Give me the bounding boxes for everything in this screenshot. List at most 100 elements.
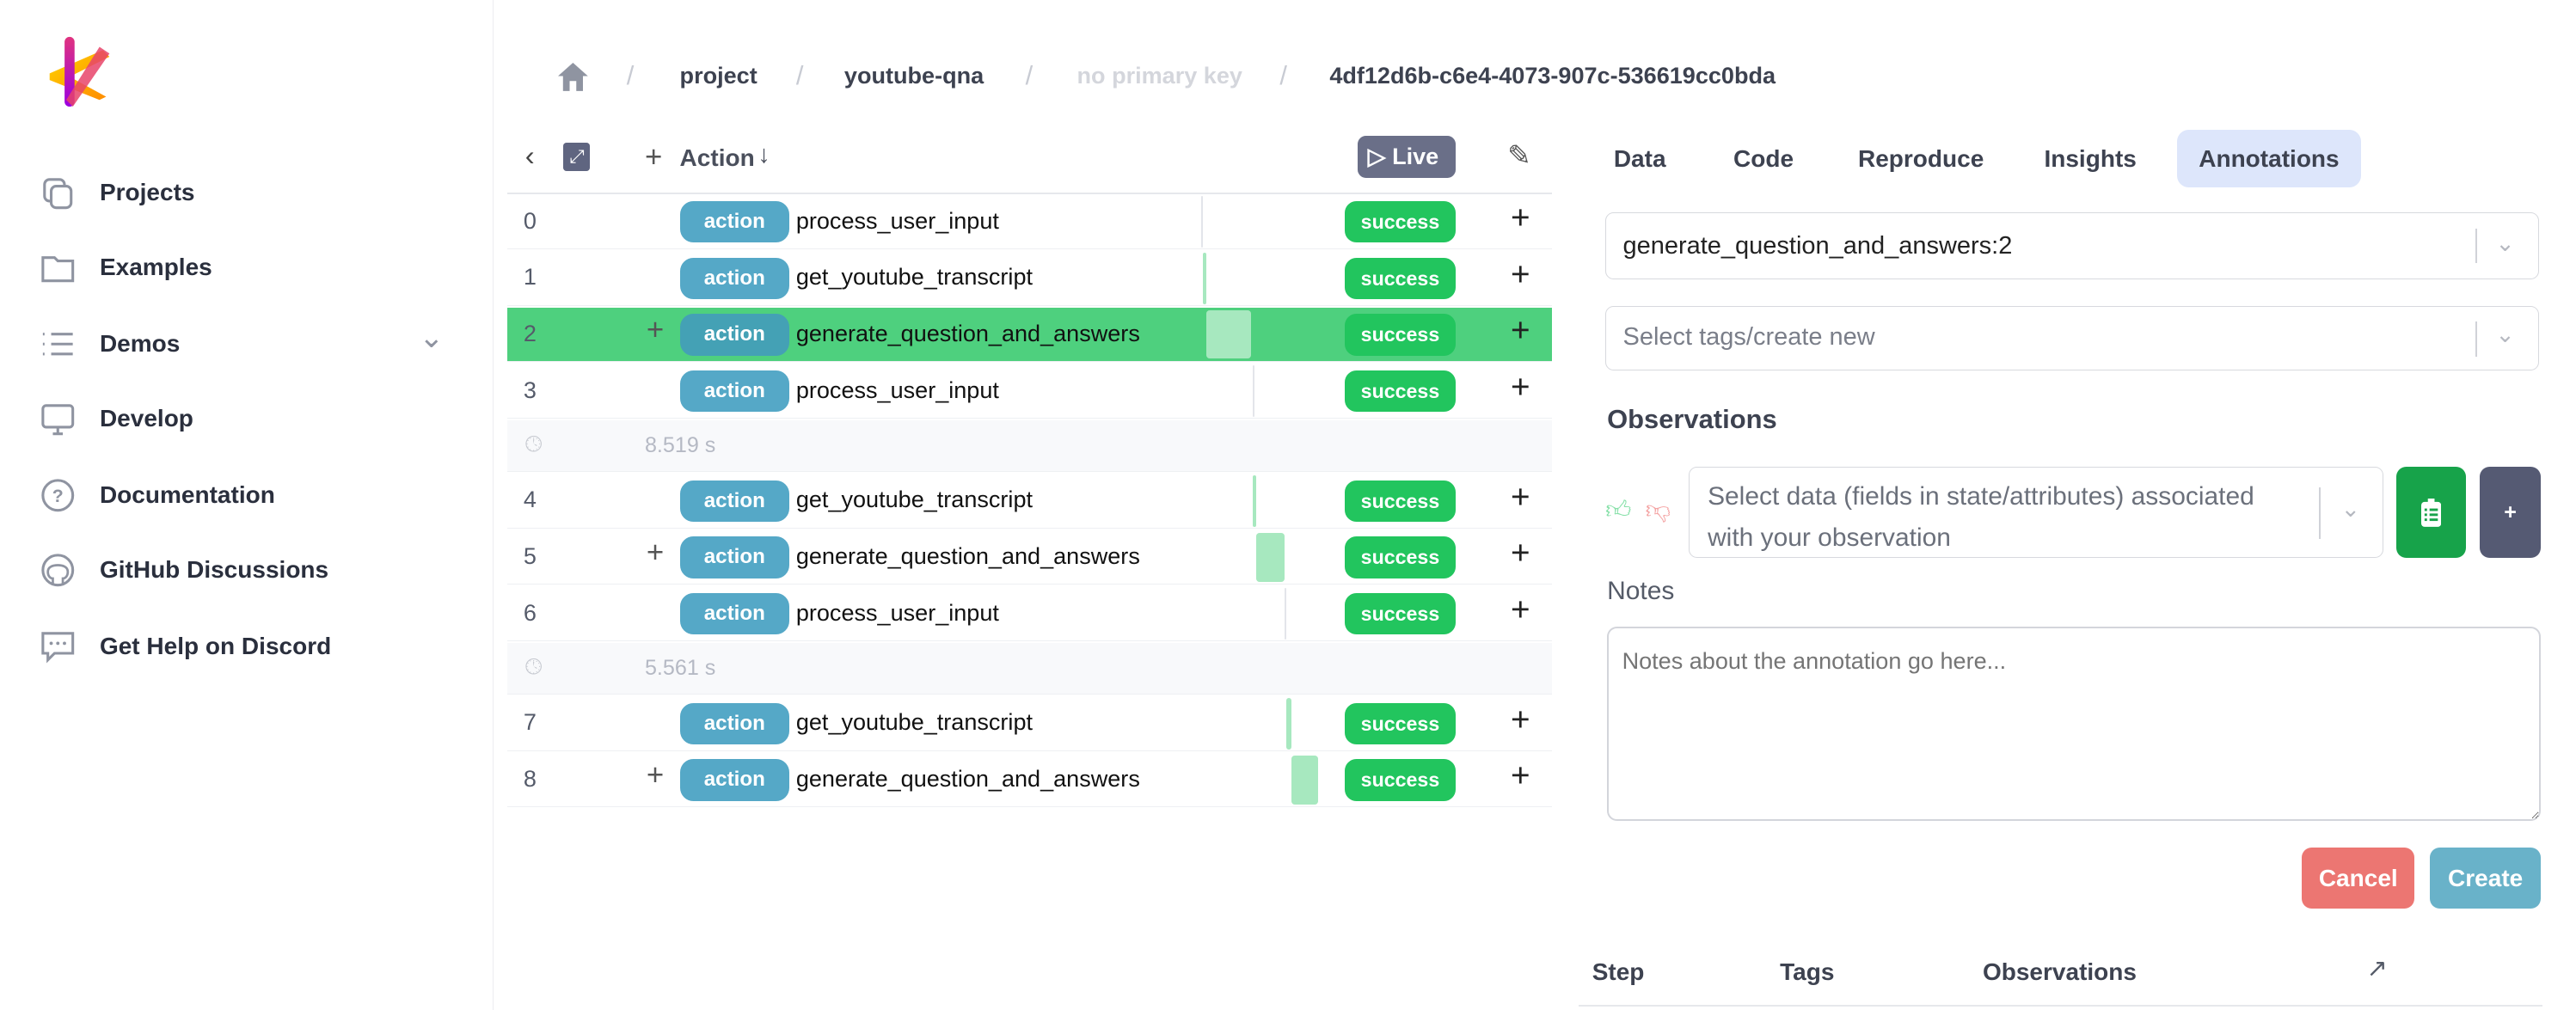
- external-link-icon[interactable]: ↗: [2366, 955, 2388, 983]
- trace-row[interactable]: 1 action get_youtube_transcript success +: [506, 251, 1553, 306]
- column-observations: Observations: [1982, 958, 2137, 986]
- add-annotation-plus-icon[interactable]: +: [1511, 369, 1530, 407]
- observation-placeholder: Select data (fields in state/attributes)…: [1708, 481, 2254, 553]
- tab-code[interactable]: Code: [1733, 144, 1794, 172]
- step-index: 5: [523, 543, 537, 570]
- sidebar-item-label: Develop: [99, 405, 193, 432]
- clipboard-button[interactable]: [2396, 467, 2467, 559]
- play-icon: ▷: [1367, 144, 1386, 170]
- clipboard-list-icon: [2421, 498, 2442, 527]
- tab-data[interactable]: Data: [1613, 144, 1666, 172]
- cancel-button[interactable]: Cancel: [2302, 847, 2415, 909]
- pencil-icon[interactable]: ✎: [1507, 139, 1531, 172]
- action-name: generate_question_and_answers: [795, 321, 1140, 347]
- sidebar-item-examples[interactable]: Examples: [40, 248, 212, 287]
- sidebar-item-get-help-on-discord[interactable]: Get Help on Discord: [40, 627, 331, 666]
- step-index: 1: [523, 264, 537, 291]
- action-badge: action: [679, 593, 790, 635]
- time-gap-row: 🕓︎ 5.561 s: [506, 643, 1553, 695]
- action-name: get_youtube_transcript: [795, 264, 1033, 291]
- notes-textarea[interactable]: [1607, 626, 2542, 821]
- add-annotation-plus-icon[interactable]: +: [1511, 591, 1530, 629]
- trace-row[interactable]: 4 action get_youtube_transcript success +: [506, 474, 1553, 529]
- sidebar-item-label: Documentation: [99, 481, 275, 508]
- list-icon: [43, 332, 74, 356]
- sidebar-item-demos[interactable]: Demos: [40, 324, 180, 364]
- add-annotation-plus-icon[interactable]: +: [1511, 312, 1530, 350]
- tab-reproduce[interactable]: Reproduce: [1857, 144, 1984, 172]
- add-observation-button[interactable]: +: [2479, 467, 2542, 559]
- status-badge: success: [1344, 759, 1457, 801]
- add-annotation-plus-icon[interactable]: +: [1511, 701, 1530, 738]
- folder-icon: [41, 256, 75, 283]
- logo-icon[interactable]: [43, 34, 113, 110]
- add-annotation-plus-icon[interactable]: +: [1511, 255, 1530, 293]
- add-annotation-plus-icon[interactable]: +: [1511, 535, 1530, 572]
- expand-all-plus-icon[interactable]: +: [644, 141, 663, 174]
- sidebar-item-label: Examples: [99, 254, 212, 281]
- status-badge: success: [1344, 702, 1457, 744]
- trace-row[interactable]: 7 action get_youtube_transcript success +: [506, 696, 1553, 751]
- gap-duration: 5.561 s: [644, 656, 716, 681]
- breadcrumb-project[interactable]: project: [679, 63, 757, 89]
- thumbs-down-icon[interactable]: 👎︎: [1645, 497, 1671, 524]
- home-icon[interactable]: [558, 63, 589, 92]
- expand-plus-icon[interactable]: +: [646, 759, 665, 793]
- sidebar-item-documentation[interactable]: ? Documentation: [40, 475, 275, 515]
- time-gap-row: 🕓︎ 8.519 s: [506, 420, 1553, 472]
- add-annotation-plus-icon[interactable]: +: [1511, 199, 1530, 236]
- create-button[interactable]: Create: [2429, 847, 2542, 909]
- breadcrumb-partition-key: no primary key: [1076, 63, 1242, 89]
- trace-row[interactable]: 6 action process_user_input success +: [506, 586, 1553, 642]
- sidebar-item-github-discussions[interactable]: GitHub Discussions: [40, 550, 328, 590]
- trace-row[interactable]: 8 + action generate_question_and_answers suc…: [506, 753, 1553, 808]
- action-badge: action: [679, 536, 790, 578]
- clock-icon: 🕓︎: [524, 654, 543, 679]
- chevron-down-icon[interactable]: ⌄: [2495, 321, 2515, 348]
- notes-label: Notes: [1607, 576, 1675, 605]
- sidebar-item-projects[interactable]: Projects: [40, 173, 195, 212]
- trace-row[interactable]: 2 + action generate_question_and_answers suc…: [506, 307, 1553, 363]
- action-badge: action: [679, 759, 790, 801]
- action-badge: action: [679, 257, 790, 299]
- timeline-bar: [1286, 697, 1291, 750]
- observation-data-select[interactable]: Select data (fields in state/attributes)…: [1688, 467, 2383, 559]
- trace-row[interactable]: 3 action process_user_input success +: [506, 364, 1553, 419]
- chevron-down-icon[interactable]: ⌄: [419, 321, 445, 355]
- action-column-header[interactable]: Action: [679, 144, 755, 172]
- expand-plus-icon[interactable]: +: [646, 314, 665, 347]
- chevron-down-icon[interactable]: ⌄: [2340, 495, 2361, 522]
- action-badge: action: [679, 480, 790, 522]
- breadcrumb-separator: /: [1279, 59, 1287, 90]
- step-index: 0: [523, 207, 537, 234]
- expand-icon[interactable]: ⤢: [563, 143, 591, 172]
- tags-select[interactable]: Select tags/create new ⌄: [1605, 305, 2540, 371]
- step-index: 3: [523, 376, 537, 403]
- timeline-bar: [1291, 756, 1318, 805]
- add-annotation-plus-icon[interactable]: +: [1511, 757, 1530, 795]
- sidebar-item-develop[interactable]: Develop: [40, 399, 193, 438]
- collapse-chevron-icon[interactable]: ‹: [524, 139, 535, 172]
- tab-insights[interactable]: Insights: [2044, 144, 2137, 172]
- chevron-down-icon[interactable]: ⌄: [2495, 230, 2515, 256]
- timeline-bar: [1285, 588, 1287, 640]
- timeline-bar: [1201, 196, 1204, 248]
- breadcrumb-app[interactable]: youtube-qna: [843, 63, 984, 89]
- trace-row[interactable]: 0 action process_user_input success +: [506, 194, 1553, 249]
- status-badge: success: [1344, 314, 1457, 356]
- trace-row[interactable]: 5 + action generate_question_and_answers suc…: [506, 530, 1553, 585]
- thumbs-up-icon[interactable]: 👍︎: [1605, 497, 1632, 524]
- tab-annotations[interactable]: Annotations: [2177, 129, 2361, 188]
- sort-down-icon[interactable]: ↓: [757, 141, 770, 169]
- action-name: get_youtube_transcript: [795, 487, 1033, 513]
- step-select[interactable]: generate_question_and_answers:2 ⌄: [1605, 212, 2540, 279]
- status-badge: success: [1344, 257, 1457, 299]
- timeline-bar: [1203, 252, 1207, 304]
- status-badge: success: [1344, 593, 1457, 635]
- sidebar-item-label: GitHub Discussions: [99, 555, 329, 583]
- live-label: Live: [1392, 144, 1439, 170]
- action-badge: action: [679, 314, 790, 356]
- expand-plus-icon[interactable]: +: [646, 536, 665, 570]
- live-button[interactable]: ▷ Live: [1358, 136, 1457, 178]
- add-annotation-plus-icon[interactable]: +: [1511, 478, 1530, 516]
